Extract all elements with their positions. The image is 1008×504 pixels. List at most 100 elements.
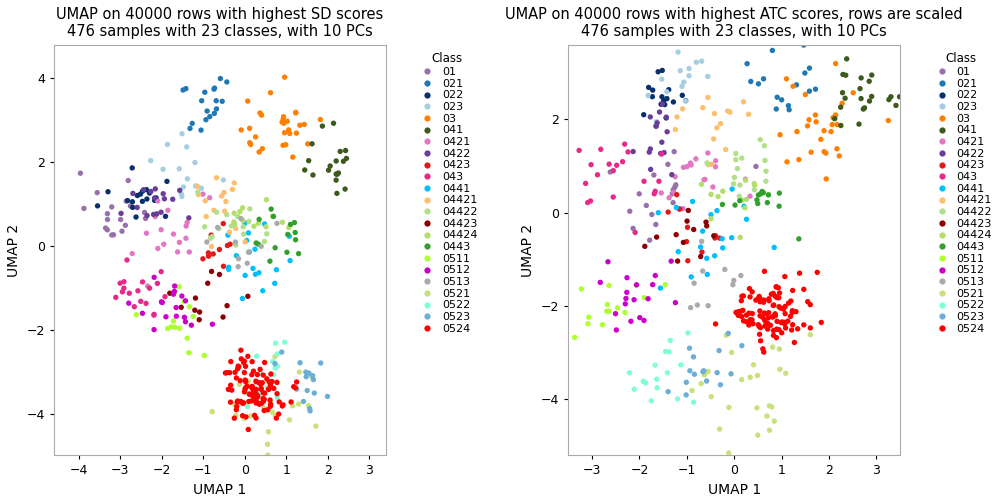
Point (192, 308, 208, 316)
Point (185, 312, 202, 321)
Point (256, 407, 272, 415)
Point (237, 271, 253, 279)
Point (708, 157, 724, 165)
Point (771, 289, 787, 297)
Point (261, 377, 277, 386)
Point (791, 269, 807, 277)
Point (244, 392, 260, 400)
Point (290, 249, 306, 258)
Point (165, 317, 181, 325)
Point (251, 379, 267, 387)
Point (125, 190, 141, 198)
Point (641, 148, 657, 156)
Point (775, 305, 791, 313)
Point (187, 182, 204, 190)
Point (780, 317, 796, 325)
Point (230, 397, 246, 405)
Point (578, 179, 594, 187)
Point (646, 171, 662, 179)
Point (253, 242, 269, 250)
Point (130, 287, 146, 295)
Point (222, 228, 238, 236)
Point (617, 300, 633, 308)
Point (797, 91, 813, 99)
Point (262, 89, 278, 97)
Point (744, 309, 760, 318)
Point (194, 184, 210, 192)
Point (276, 73, 292, 81)
Point (202, 194, 218, 202)
Point (825, 113, 841, 121)
Point (205, 320, 221, 328)
Point (746, 361, 762, 369)
Point (252, 109, 268, 117)
Point (813, 319, 830, 327)
Point (799, 298, 815, 306)
Point (694, 248, 710, 256)
Point (734, 312, 750, 321)
Point (240, 377, 256, 385)
Point (212, 245, 228, 254)
Point (741, 321, 757, 329)
Point (329, 190, 345, 198)
Point (757, 156, 773, 164)
Point (782, 312, 798, 321)
Point (180, 349, 197, 357)
Point (694, 237, 710, 245)
Point (761, 426, 777, 434)
Point (780, 299, 796, 307)
Point (764, 343, 780, 351)
Point (329, 170, 345, 178)
Point (269, 379, 285, 387)
Point (234, 294, 250, 302)
Point (752, 312, 768, 320)
Point (267, 244, 283, 252)
Point (146, 310, 162, 319)
Point (619, 274, 635, 282)
Point (752, 295, 768, 303)
Point (258, 196, 274, 204)
Point (186, 306, 203, 314)
Point (146, 311, 162, 319)
Point (618, 294, 634, 302)
Point (746, 179, 762, 187)
Point (601, 160, 617, 168)
Point (120, 197, 136, 205)
Point (686, 370, 703, 379)
Point (207, 109, 223, 117)
Point (241, 390, 257, 398)
Point (707, 252, 723, 260)
Point (244, 370, 260, 379)
Point (121, 289, 137, 297)
Point (295, 398, 311, 406)
Point (748, 296, 764, 304)
Point (638, 202, 654, 210)
Point (287, 109, 303, 117)
Point (816, 148, 833, 156)
Point (166, 287, 182, 295)
Point (636, 177, 652, 185)
Point (139, 282, 155, 290)
Point (705, 183, 721, 191)
Point (227, 220, 243, 228)
Point (783, 326, 799, 334)
Point (247, 411, 263, 419)
Point (727, 201, 743, 209)
Point (755, 345, 771, 353)
Point (703, 211, 719, 219)
Point (301, 369, 318, 377)
Point (699, 254, 715, 262)
Y-axis label: UMAP 2: UMAP 2 (521, 223, 535, 277)
Point (708, 320, 724, 328)
Point (785, 82, 801, 90)
Point (227, 401, 243, 409)
Point (626, 296, 642, 304)
Point (98, 224, 114, 232)
Point (765, 331, 781, 339)
Point (727, 173, 743, 181)
Point (784, 321, 800, 329)
Point (240, 292, 256, 300)
Point (669, 113, 685, 121)
Point (287, 236, 303, 244)
Point (777, 273, 793, 281)
